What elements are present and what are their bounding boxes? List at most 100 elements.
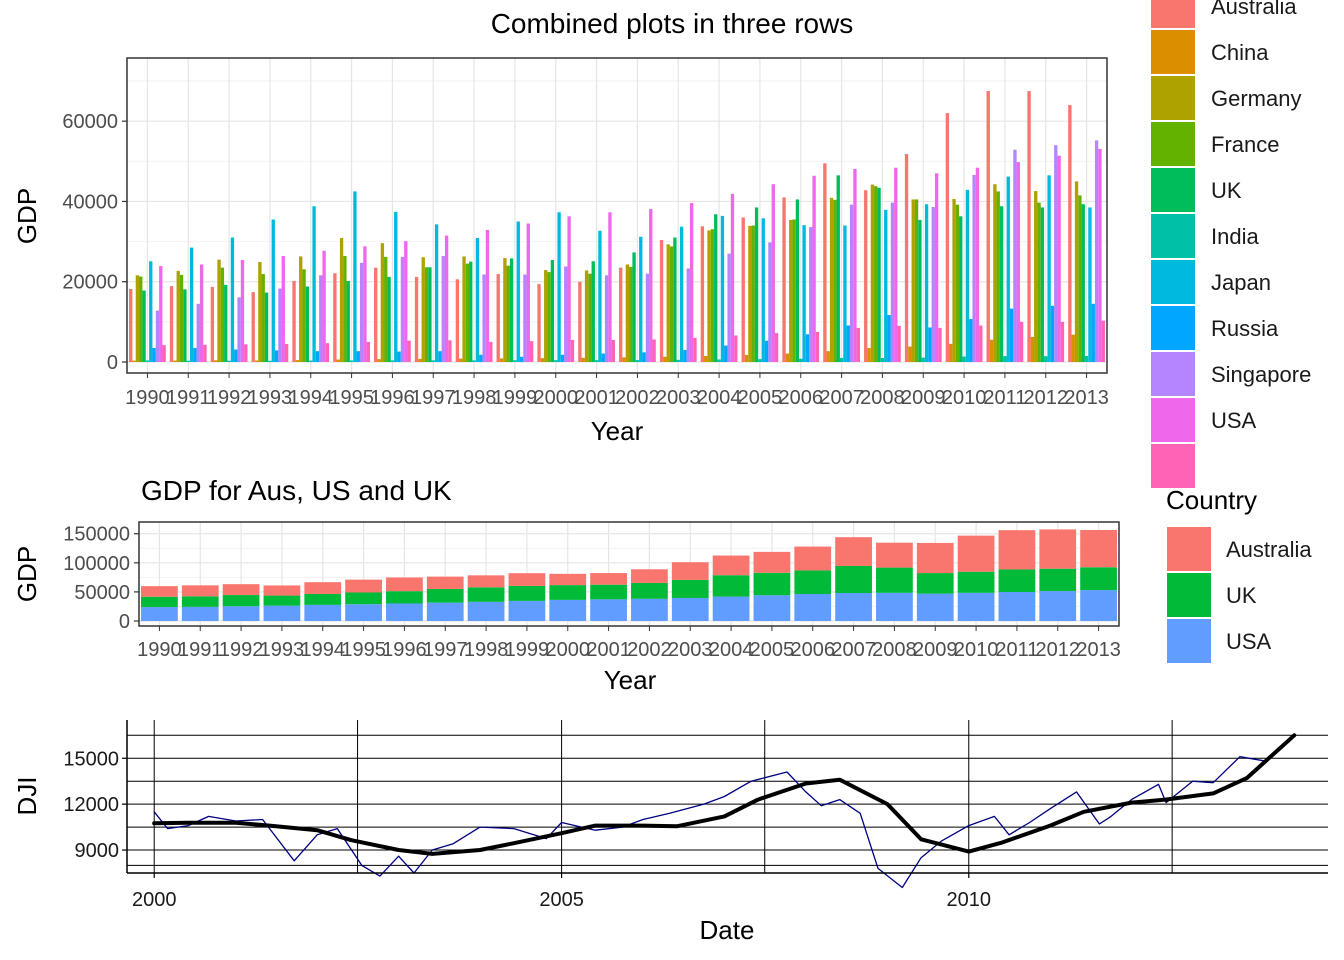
panel1-bar xyxy=(292,280,296,362)
panel1-bar xyxy=(748,225,752,362)
panel1-bar xyxy=(149,261,153,362)
panel3-y-tick-label: 12000 xyxy=(63,794,119,816)
panel1-bar xyxy=(550,260,555,362)
panel3-x-tick-label: 2010 xyxy=(947,889,992,911)
panel1-bar xyxy=(557,212,561,362)
panel1-bar xyxy=(482,274,486,362)
panel1-legend-label: Australia xyxy=(1211,0,1297,19)
panel1-bar xyxy=(679,226,684,362)
panel1-bar xyxy=(230,237,235,362)
panel1-y-tick-label: 60000 xyxy=(62,111,118,133)
panel2-bar-segment xyxy=(712,555,750,576)
panel1-bar xyxy=(724,345,728,362)
panel2-x-tick-label: 1990 xyxy=(137,639,182,661)
panel1-bar xyxy=(418,358,422,362)
panel1-bar xyxy=(836,175,840,362)
panel1-bar xyxy=(999,206,1004,362)
panel2-bar-segment xyxy=(1080,567,1117,591)
panel2-bar-segment xyxy=(998,569,1036,593)
panel1-bar xyxy=(774,333,779,362)
panel1-bar xyxy=(846,325,850,362)
panel3-x-axis-title: Date xyxy=(700,915,755,945)
panel1-bar xyxy=(469,261,473,362)
panel2-bar-segment xyxy=(222,584,260,596)
panel1-bar xyxy=(619,267,623,362)
panel1-bar xyxy=(839,357,844,362)
panel1-bar xyxy=(489,341,493,362)
panel1-x-tick-label: 2008 xyxy=(860,387,905,409)
panel2-x-tick-label: 1995 xyxy=(341,639,386,661)
panel1-bar xyxy=(639,236,643,362)
panel2-y-tick-label: 0 xyxy=(119,611,130,633)
panel1-frame xyxy=(126,57,1108,374)
panel1-bar xyxy=(642,352,646,362)
panel1-bar xyxy=(1078,195,1082,362)
panel1-bar xyxy=(366,341,370,362)
panel1-x-tick-label: 2002 xyxy=(615,387,660,409)
panel1-legend-label: UK xyxy=(1211,178,1242,203)
panel1-bar xyxy=(962,356,966,362)
panel1-bar xyxy=(516,221,520,362)
panel3-x-tick-label: 2000 xyxy=(132,889,177,911)
panel2-bar-segment xyxy=(181,585,219,597)
panel1-legend-swatch xyxy=(1151,260,1195,304)
panel1-bar xyxy=(652,339,656,362)
panel1-x-tick-label: 1993 xyxy=(248,387,293,409)
panel1-bar xyxy=(795,199,800,362)
panel1-bar xyxy=(199,264,204,362)
panel1-bar xyxy=(186,360,190,362)
panel2-y-tick-label: 150000 xyxy=(63,524,130,546)
panel2-bar-segment xyxy=(549,585,587,600)
panel2-bar-segment xyxy=(386,591,423,604)
panel1-bar xyxy=(843,225,847,362)
panel1-bar xyxy=(676,359,680,362)
panel2-bar-segment xyxy=(794,594,832,621)
panel2-bar-segment xyxy=(753,572,791,596)
panel1-bar xyxy=(343,256,347,362)
panel1-x-tick-label: 2000 xyxy=(534,387,579,409)
panel2-background xyxy=(139,522,1119,626)
panel1-bar xyxy=(363,246,367,362)
panel1-bar xyxy=(741,217,745,362)
panel1-bar xyxy=(503,258,507,362)
panel1-bar xyxy=(785,353,790,362)
panel1-bar xyxy=(135,275,140,362)
panel1-bar xyxy=(1009,308,1014,362)
panel1-bar xyxy=(496,274,500,362)
panel1-bar xyxy=(829,197,834,362)
panel1-bar xyxy=(1027,91,1031,362)
panel1-bar xyxy=(918,219,922,362)
panel1-bar xyxy=(274,350,279,362)
panel2-y-tick-label: 50000 xyxy=(74,582,130,604)
panel1-bar xyxy=(424,267,429,362)
panel1-bar xyxy=(704,355,708,362)
panel2-bar-segment xyxy=(957,571,995,593)
panel2-bar-segment xyxy=(671,597,709,621)
dji-series-line xyxy=(153,734,1295,889)
panel2-bar-segment xyxy=(590,599,627,621)
panel1-bar xyxy=(421,257,425,362)
panel1-bar xyxy=(632,252,636,362)
panel1-bar xyxy=(720,215,725,362)
panel1-bar xyxy=(444,235,449,362)
panel1-bar xyxy=(771,184,775,362)
panel1-bar xyxy=(183,289,187,362)
panel1-bar xyxy=(812,175,816,362)
panel1-bar xyxy=(509,258,514,362)
panel2-bar-segment xyxy=(876,567,913,593)
panel1-bar xyxy=(523,274,527,362)
panel1-bar xyxy=(673,237,677,362)
panel1-bar xyxy=(387,276,391,362)
panel3-lines xyxy=(152,733,1297,889)
panel1-bar xyxy=(258,262,262,362)
panel1-bar xyxy=(390,360,395,362)
panel1-bar xyxy=(601,353,605,362)
panel2-title: GDP for Aus, US and UK xyxy=(141,475,452,506)
panel1-bar xyxy=(707,230,711,362)
panel2-bar-segment xyxy=(141,607,178,621)
panel1-bar xyxy=(567,216,571,362)
panel2-x-tick-label: 2000 xyxy=(546,639,591,661)
panel1-bar xyxy=(299,256,303,362)
panel1-bar xyxy=(1101,320,1105,362)
panel2-x-axis-title: Year xyxy=(604,665,657,695)
